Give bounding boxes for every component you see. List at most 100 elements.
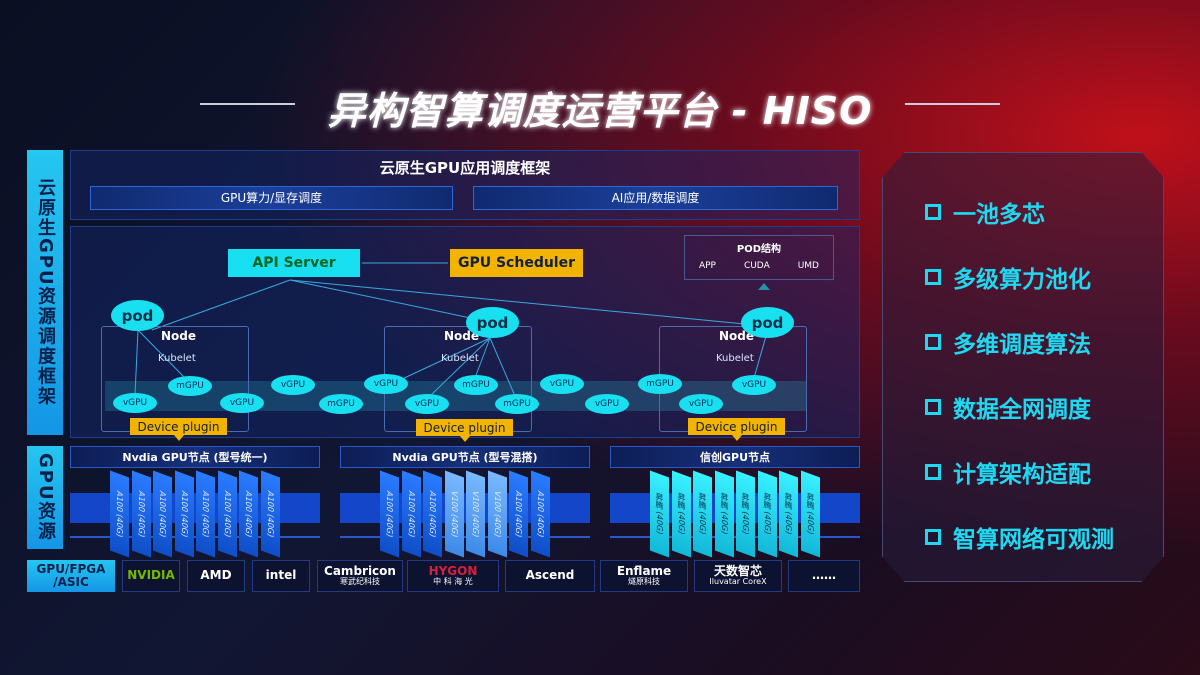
title-line-left — [200, 103, 295, 105]
gpu-slice-ellipse: vGPU — [540, 374, 584, 394]
gpu-card: 昇腾 (40G) — [779, 470, 798, 558]
gpu-group-floor — [70, 536, 320, 538]
vendor-name: Ascend — [525, 568, 575, 583]
vendor-logo-amd: AMD — [187, 560, 245, 592]
vendor-logo-intel: intel — [252, 560, 310, 592]
feature-item: 一池多芯 — [925, 195, 1045, 229]
vendor-name: Enflame — [616, 564, 672, 578]
gpu-group-base — [610, 493, 860, 523]
checkbox-icon — [925, 269, 941, 285]
vendor-logo-nvidia: NVIDIA — [122, 560, 180, 592]
vendor-name: …… — [812, 568, 836, 583]
api-server-box: API Server — [228, 249, 360, 277]
vendor-logo-hygon: HYGON 中 科 海 光 — [407, 560, 499, 592]
feature-label: 数据全网调度 — [953, 397, 1091, 423]
gpu-card: 昇腾 (40G) — [693, 470, 712, 558]
features-panel — [882, 152, 1164, 582]
gpu-card: A100 (40G) — [174, 470, 194, 558]
arrow-down-icon — [460, 436, 470, 442]
checkbox-icon — [925, 204, 941, 220]
side-label-framework: 云原生GPU资源调度框架 — [27, 150, 63, 435]
gpu-card: 昇腾 (40G) — [671, 470, 691, 558]
ai-scheduling-bar: AI应用/数据调度 — [473, 186, 838, 210]
side-label-gpu: GPU资源 — [27, 446, 63, 549]
gpu-card: A100 (40G) — [217, 470, 237, 558]
gpu-card: V100 (40G) — [466, 470, 485, 558]
feature-item: 计算架构适配 — [925, 455, 1091, 489]
kubelet-label: Kubelet — [716, 353, 754, 364]
vendor-name: Cambricon — [324, 564, 396, 578]
gpu-slice-ellipse: vGPU — [364, 374, 408, 394]
gpu-slice-ellipse: vGPU — [585, 394, 629, 414]
feature-label: 一池多芯 — [953, 202, 1045, 228]
gpu-slice-ellipse: mGPU — [168, 376, 212, 396]
gpu-card: A100 (40G) — [260, 470, 280, 558]
gpu-card: A100 (40G) — [380, 470, 399, 558]
vendor-sub: 中 科 海 光 — [433, 577, 473, 587]
arrow-down-icon — [732, 435, 742, 441]
page-title: 异构智算调度运营平台 - HISO — [327, 89, 873, 133]
node-label: Node — [719, 329, 755, 343]
checkbox-icon — [925, 529, 941, 545]
gpu-group-floor — [610, 536, 860, 538]
pod-structure-box: POD结构 APP CUDA UMD — [684, 235, 834, 280]
gpu-slice-ellipse: vGPU — [113, 393, 157, 413]
feature-label: 多维调度算法 — [953, 332, 1091, 358]
gpu-card: A100 (40G) — [509, 470, 528, 558]
gpu-slice-ellipse: mGPU — [319, 394, 363, 414]
gpu-slice-ellipse: mGPU — [638, 374, 682, 394]
gpu-slice-ellipse: vGPU — [732, 375, 776, 395]
node-label: Node — [161, 329, 197, 343]
gpu-card: A100 (40G) — [239, 470, 258, 558]
vendor-name: HYGON — [428, 564, 478, 578]
pod-item-cuda: CUDA — [743, 261, 770, 271]
gpu-card: 昇腾 (40G) — [650, 470, 669, 558]
gpu-slice-ellipse: vGPU — [405, 394, 449, 414]
vendor-sub: Iluvatar CoreX — [709, 577, 767, 587]
vendor-logo-ascend: Ascend — [505, 560, 595, 592]
gpu-card: A100 (40G) — [153, 470, 172, 558]
gpu-slice-ellipse: mGPU — [495, 394, 539, 414]
side-label-chips: GPU/FPGA /ASIC — [27, 560, 115, 592]
feature-label: 多级算力池化 — [953, 267, 1091, 293]
gpu-group-title: 信创GPU节点 — [610, 446, 860, 468]
pod-structure-title: POD结构 — [736, 244, 782, 255]
checkbox-icon — [925, 399, 941, 415]
vendor-name: intel — [265, 568, 297, 583]
vendor-name: 天数智芯 — [713, 564, 762, 578]
feature-item: 数据全网调度 — [925, 390, 1091, 424]
pod-ellipse: pod — [111, 300, 164, 331]
gpu-card: 昇腾 (40G) — [714, 470, 734, 558]
gpu-card: 昇腾 (40G) — [736, 470, 755, 558]
vendor-name: NVIDIA — [127, 568, 175, 583]
vendor-sub: 燧原科技 — [628, 577, 660, 587]
gpu-card: A100 (40G) — [196, 470, 215, 558]
gpu-card: A100 (40G) — [423, 470, 442, 558]
vendor-logo-: 天数智芯 Iluvatar CoreX — [694, 560, 782, 592]
gpu-group-title: Nvdia GPU节点 (型号混搭) — [340, 446, 590, 468]
arrow-down-icon — [174, 435, 184, 441]
device-plugin-box: Device plugin — [130, 418, 227, 435]
gpu-card: 昇腾 (40G) — [757, 470, 777, 558]
title-line-right — [905, 103, 1000, 105]
pod-item-umd: UMD — [797, 261, 819, 271]
pod-ellipse: pod — [741, 307, 794, 338]
gpu-card: V100 (40G) — [487, 470, 507, 558]
feature-item: 多级算力池化 — [925, 260, 1091, 294]
gpu-card: A100 (40G) — [131, 470, 151, 558]
pod-item-app: APP — [698, 261, 716, 271]
gpu-group-base — [70, 493, 320, 523]
kubelet-label: Kubelet — [441, 353, 479, 364]
feature-item: 多维调度算法 — [925, 325, 1091, 359]
gpu-card: A100 (40G) — [110, 470, 129, 558]
feature-label: 计算架构适配 — [953, 462, 1091, 488]
gpu-slice-ellipse: vGPU — [220, 393, 264, 413]
node-label: Node — [444, 329, 480, 343]
pod-ellipse: pod — [466, 307, 519, 338]
vendor-logo-enflame: Enflame 燧原科技 — [600, 560, 688, 592]
vendor-logo-: …… — [788, 560, 860, 592]
device-plugin-box: Device plugin — [688, 418, 785, 435]
vendor-name: AMD — [200, 568, 232, 583]
framework-title: 云原生GPU应用调度框架 — [379, 159, 551, 177]
feature-item: 智算网络可观测 — [925, 520, 1114, 554]
